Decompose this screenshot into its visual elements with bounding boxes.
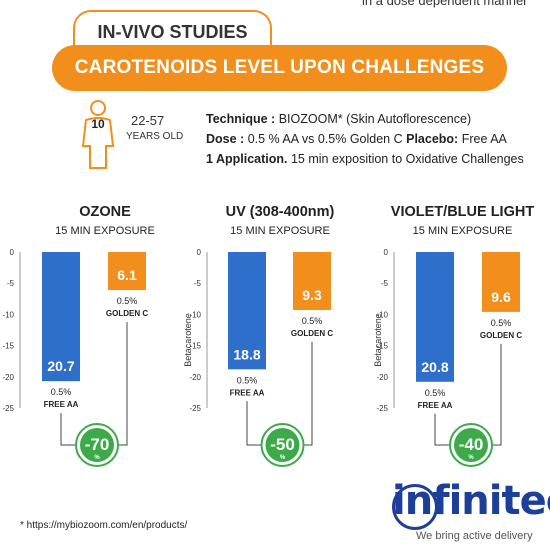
difference-badge-uv bbox=[265, 428, 300, 462]
bar-value-label-ozone-0: 20.7 bbox=[47, 358, 74, 374]
application-line: 1 Application. 15 min exposition to Oxid… bbox=[206, 149, 524, 169]
bar-name-label-uv-0: FREE AA bbox=[230, 388, 265, 397]
bar-value-label-violet-1: 9.6 bbox=[491, 289, 511, 305]
placebo-label: Placebo: bbox=[406, 132, 459, 146]
subject-count: 10 bbox=[91, 117, 105, 131]
top-note: in a dose dependent manner bbox=[362, 0, 528, 8]
difference-value-uv: -50 bbox=[270, 435, 295, 454]
banner-title: CAROTENOIDS LEVEL UPON CHALLENGES bbox=[74, 57, 485, 78]
y-tick-label-uv: -25 bbox=[189, 404, 201, 413]
dose-line: Dose : 0.5 % AA vs 0.5% Golden C Placebo… bbox=[206, 129, 524, 149]
bar-value-label-uv-1: 9.3 bbox=[302, 287, 322, 303]
y-tick-label-ozone: -10 bbox=[2, 310, 14, 319]
bar-dose-label-violet-1: 0.5% bbox=[491, 318, 512, 328]
bar-dose-label-violet-0: 0.5% bbox=[425, 388, 446, 398]
y-tick-label-uv: 0 bbox=[197, 248, 202, 257]
application-value: 15 min exposition to Oxidative Challenge… bbox=[290, 152, 524, 166]
placebo-value: Free AA bbox=[461, 132, 507, 146]
bar-name-label-uv-1: GOLDEN C bbox=[291, 329, 333, 338]
dose-label: Dose : bbox=[206, 132, 245, 146]
y-tick-label-violet: 0 bbox=[384, 248, 389, 257]
y-tick-label-violet: -10 bbox=[376, 310, 388, 319]
age-range: 22-57 bbox=[131, 113, 165, 128]
chart-title-violet: VIOLET/BLUE LIGHT bbox=[390, 204, 535, 220]
bar-name-label-violet-1: GOLDEN C bbox=[480, 331, 522, 340]
bar-dose-label-uv-0: 0.5% bbox=[237, 375, 258, 385]
y-tick-label-uv: -10 bbox=[189, 310, 201, 319]
y-tick-label-violet: -15 bbox=[376, 342, 388, 351]
y-tick-label-uv: -20 bbox=[189, 373, 201, 382]
bar-dose-label-ozone-1: 0.5% bbox=[117, 296, 138, 306]
title-banner: CAROTENOIDS LEVEL UPON CHALLENGES bbox=[52, 45, 507, 91]
y-tick-label-violet: -25 bbox=[376, 404, 388, 413]
bar-dose-label-ozone-0: 0.5% bbox=[51, 387, 72, 397]
difference-badge-ozone bbox=[80, 428, 114, 462]
y-tick-label-ozone: -15 bbox=[2, 342, 14, 351]
difference-unit-uv: % bbox=[280, 455, 286, 461]
brand-logo: infinitec bbox=[392, 478, 550, 524]
technique-label: Technique : bbox=[206, 112, 276, 126]
chart-subtitle-violet: 15 MIN EXPOSURE bbox=[412, 225, 513, 237]
bar-uv-1 bbox=[293, 252, 331, 311]
bar-violet-1 bbox=[482, 252, 520, 312]
study-info: Technique : BIOZOOM* (Skin Autoflorescen… bbox=[206, 109, 524, 169]
bar-name-label-violet-0: FREE AA bbox=[418, 401, 453, 410]
difference-value-ozone: -70 bbox=[85, 435, 110, 454]
bar-dose-label-uv-1: 0.5% bbox=[302, 316, 323, 326]
chart-subtitle-ozone: 15 MIN EXPOSURE bbox=[55, 225, 155, 237]
bar-ozone-0 bbox=[42, 252, 80, 382]
person-icon bbox=[81, 100, 115, 169]
y-tick-label-ozone: -20 bbox=[2, 373, 14, 382]
bar-ozone-1 bbox=[108, 252, 146, 291]
dose-value: 0.5 % AA vs 0.5% Golden C bbox=[247, 132, 403, 146]
application-label: 1 Application. bbox=[206, 152, 288, 166]
footnote: * https://mybiozoom.com/en/products/ bbox=[20, 520, 188, 531]
y-tick-label-ozone: 0 bbox=[10, 248, 15, 257]
y-tick-label-ozone: -25 bbox=[2, 404, 14, 413]
difference-value-violet: -40 bbox=[459, 435, 484, 454]
y-tick-label-violet: -5 bbox=[381, 279, 389, 288]
y-tick-label-violet: -20 bbox=[376, 373, 388, 382]
y-axis-label-violet: Betacarotene bbox=[373, 313, 383, 367]
technique-value: BIOZOOM* (Skin Autoflorescence) bbox=[278, 112, 472, 126]
difference-unit-ozone: % bbox=[94, 455, 100, 461]
bar-value-label-violet-0: 20.8 bbox=[421, 359, 448, 375]
bar-value-label-ozone-1: 6.1 bbox=[117, 267, 137, 283]
chart-title-uv: UV (308-400nm) bbox=[225, 204, 335, 220]
y-tick-label-uv: -5 bbox=[194, 279, 202, 288]
difference-badge-violet bbox=[454, 428, 488, 462]
brand-tagline: We bring active delivery bbox=[416, 530, 533, 542]
studies-label: IN-VIVO STUDIES bbox=[97, 22, 248, 42]
bar-name-label-ozone-0: FREE AA bbox=[44, 400, 79, 409]
chart-subtitle-uv: 15 MIN EXPOSURE bbox=[230, 225, 330, 237]
bar-name-label-ozone-1: GOLDEN C bbox=[106, 309, 148, 318]
y-tick-label-ozone: -5 bbox=[7, 279, 15, 288]
bar-violet-0 bbox=[416, 252, 454, 382]
age-label: YEARS OLD bbox=[126, 131, 184, 142]
chart-title-ozone: OZONE bbox=[79, 204, 131, 220]
difference-unit-violet: % bbox=[468, 455, 474, 461]
bar-value-label-uv-0: 18.8 bbox=[233, 346, 260, 362]
y-tick-label-uv: -15 bbox=[189, 342, 201, 351]
technique-line: Technique : BIOZOOM* (Skin Autoflorescen… bbox=[206, 109, 524, 129]
logo-ring-icon bbox=[392, 484, 438, 530]
y-axis-label-uv: Betacarotene bbox=[183, 313, 193, 367]
bar-uv-0 bbox=[228, 252, 266, 370]
